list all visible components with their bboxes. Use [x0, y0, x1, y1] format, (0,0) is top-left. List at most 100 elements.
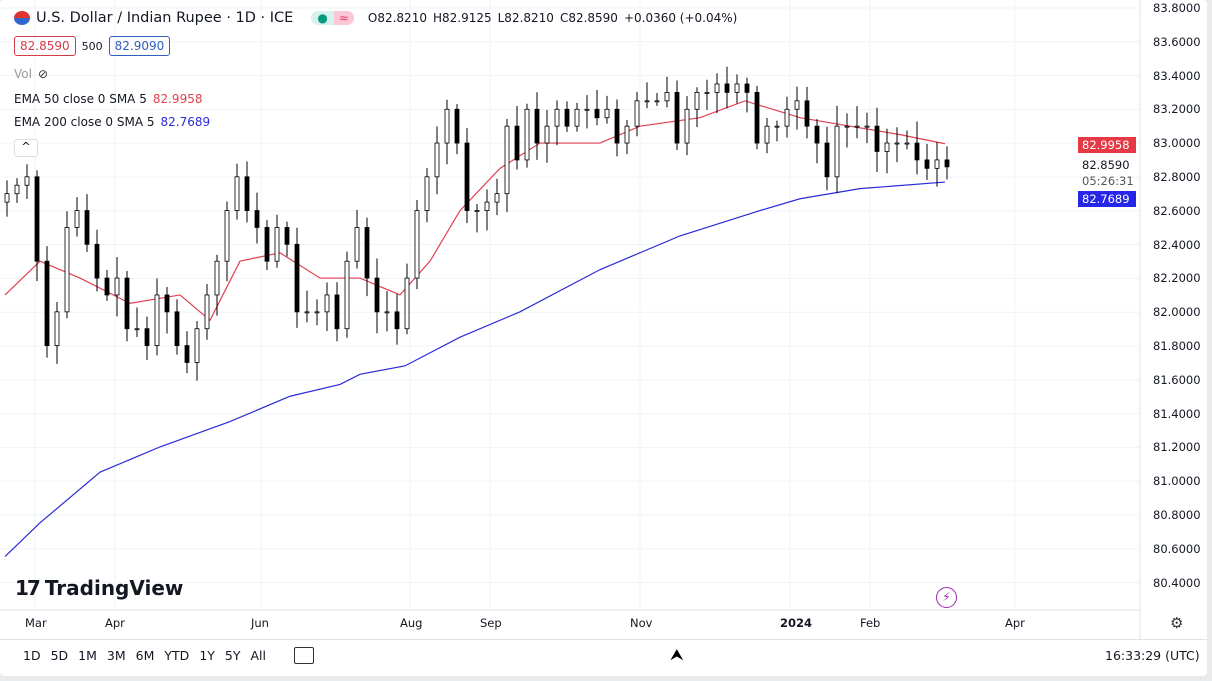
time-tick: Apr [105, 616, 125, 630]
range-6m[interactable]: 6M [135, 648, 155, 663]
time-tick: Aug [400, 616, 423, 630]
last-price-label: 82.8590 [1082, 158, 1130, 172]
candle [134, 307, 140, 337]
candle [744, 77, 750, 113]
candle [334, 282, 340, 342]
candle [634, 91, 640, 137]
date-range-calendar-icon[interactable] [294, 647, 314, 664]
candle [44, 246, 50, 358]
candle [464, 128, 470, 224]
candle [374, 258, 380, 334]
price-tick: 83.4000 [1153, 68, 1201, 83]
ema50-price-tag: 82.9958 [1078, 137, 1136, 153]
range-5y[interactable]: 5Y [224, 648, 241, 663]
candle [814, 119, 820, 164]
candle [774, 120, 780, 142]
market-status-icon[interactable]: ● ≈ [311, 11, 354, 25]
price-tick: 82.4000 [1153, 237, 1201, 252]
candle [594, 89, 600, 126]
candle [704, 79, 710, 110]
candle [794, 86, 800, 130]
candle [214, 254, 220, 316]
candle [204, 283, 210, 340]
candle [524, 103, 530, 168]
lightning-icon[interactable]: ⚡ [936, 587, 957, 608]
candle [54, 301, 60, 364]
candle [684, 96, 690, 156]
candle [404, 263, 410, 335]
settings-gear-icon[interactable]: ⚙ [1170, 614, 1184, 632]
candle [654, 92, 660, 106]
range-1m[interactable]: 1M [78, 648, 97, 663]
price-tick: 81.0000 [1153, 474, 1201, 489]
ohlc-close: C82.8590 [559, 11, 618, 25]
collapse-legend-button[interactable]: ^ [14, 139, 38, 157]
ohlc-high: H82.9125 [432, 11, 492, 25]
range-ytd[interactable]: YTD [164, 648, 190, 663]
candle [874, 107, 880, 172]
candle [324, 282, 330, 332]
candle [264, 220, 270, 271]
candle [194, 321, 200, 381]
time-tick: Nov [630, 616, 653, 630]
range-5d[interactable]: 5D [50, 648, 69, 663]
candle [254, 192, 260, 244]
candle [644, 82, 650, 109]
candle [304, 290, 310, 323]
candle [714, 73, 720, 114]
symbol-legend: U.S. Dollar / Indian Rupee · 1D · ICE ● ≈… [14, 10, 737, 26]
candle [94, 229, 100, 292]
ema50-line [4, 100, 946, 322]
candle [414, 200, 420, 290]
candle [274, 214, 280, 268]
tradingview-logo[interactable]: 17 TradingView [15, 576, 184, 600]
candle [24, 164, 30, 199]
buy-button[interactable]: 82.9090 [108, 36, 171, 56]
price-tick: 82.0000 [1153, 305, 1201, 320]
ema50-value: 82.9958 [152, 92, 203, 106]
ema200-label[interactable]: EMA 200 close 0 SMA 5 [14, 115, 155, 129]
time-tick: Feb [860, 616, 881, 630]
ema200-value: 82.7689 [160, 115, 211, 129]
candle [784, 96, 790, 138]
sell-button[interactable]: 82.8590 [14, 36, 76, 56]
candle [84, 194, 90, 253]
candle [104, 270, 110, 301]
range-all[interactable]: All [250, 648, 267, 663]
price-tick: 80.6000 [1153, 541, 1201, 556]
candle [164, 287, 170, 334]
symbol-title[interactable]: U.S. Dollar / Indian Rupee · 1D · ICE [36, 10, 294, 26]
ohlc-change: +0.0360 (+0.04%) [623, 11, 738, 25]
candle [804, 86, 810, 139]
candle [534, 92, 540, 160]
range-1y[interactable]: 1Y [199, 648, 215, 663]
candle [394, 294, 400, 345]
candle [584, 95, 590, 129]
eye-hidden-icon[interactable]: ⊘ [37, 67, 49, 81]
range-1d[interactable]: 1D [23, 648, 41, 663]
candle [694, 87, 700, 128]
candle [504, 118, 510, 213]
price-tick: 83.2000 [1153, 102, 1201, 117]
candle [174, 299, 180, 355]
price-tick: 81.4000 [1153, 406, 1201, 421]
range-3m[interactable]: 3M [106, 648, 126, 663]
price-chart[interactable] [0, 0, 1207, 640]
countdown-label: 05:26:31 [1082, 174, 1134, 188]
ema50-label[interactable]: EMA 50 close 0 SMA 5 [14, 92, 147, 106]
candle [934, 142, 940, 187]
candle [314, 299, 320, 326]
candle [614, 99, 620, 157]
candle [824, 126, 830, 191]
candle [234, 163, 240, 220]
candle [224, 201, 230, 282]
clock[interactable]: 16:33:29 (UTC) [1105, 648, 1200, 663]
candle [64, 211, 70, 319]
time-tick: Sep [480, 616, 502, 630]
candle [114, 257, 120, 317]
candle [734, 74, 740, 104]
vol-label[interactable]: Vol [14, 67, 32, 81]
price-tick: 83.8000 [1153, 1, 1201, 15]
price-tick: 82.8000 [1153, 170, 1201, 184]
